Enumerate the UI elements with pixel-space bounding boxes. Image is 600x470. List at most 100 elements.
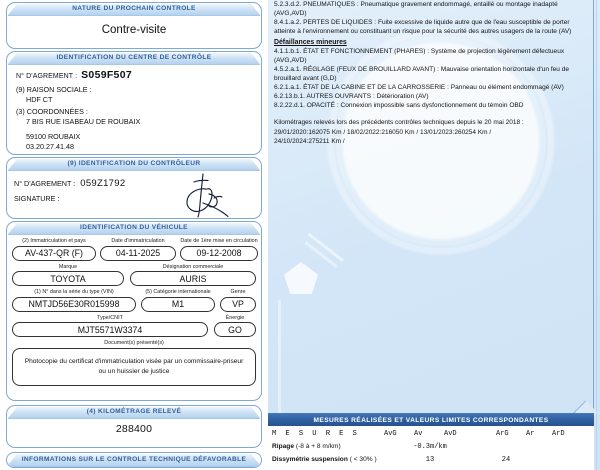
vehicule-row-marque: Marque TOYOTA Désignation commerciale AU…: [12, 264, 256, 287]
field-marque: Marque TOYOTA: [12, 264, 124, 287]
field-marque-label: Marque: [58, 263, 78, 270]
mesures-row-ripage-unit: (-8 à + 8 m/km): [295, 443, 341, 450]
mesures-row-dissymetrie: Dissymétrie suspension ( < 30% ) 13 24: [272, 456, 594, 464]
vehicule-row-vin: (1) N° dans la série du type (VIN) NMTJD…: [12, 289, 256, 312]
defect-minor-3: 6.2.13.b.1. AUTRES OUVRANTS : Détériorat…: [274, 93, 429, 101]
controleur-signature-label: SIGNATURE :: [14, 194, 60, 203]
mesures-col-ar: Ar: [526, 430, 535, 438]
field-vin: (1) N° dans la série du type (VIN) NMTJD…: [12, 289, 136, 312]
panel-header-controleur: (9) IDENTIFICATION DU CONTRÔLEUR: [8, 159, 260, 171]
notch-right-icon: [251, 159, 260, 170]
controleur-signature-image: [173, 171, 239, 221]
mesures-row-ripage-name: Ripage: [272, 443, 294, 450]
defect-major-2: 8.4.1.a.2. PERTES DE LIQUIDES : Fuite ex…: [274, 18, 572, 35]
notch-right-icon: [251, 407, 260, 418]
panel-nature-prochain-controle: NATURE DU PROCHAIN CONTROLE Contre-visit…: [6, 2, 262, 49]
panel-controleur: (9) IDENTIFICATION DU CONTRÔLEUR N° D'AG…: [6, 157, 262, 219]
defect-minor-1: 4.5.2.a.1. RÉGLAGE (FEUX DE BROUILLARD A…: [274, 66, 570, 83]
kilometrage-releve-value: 288400: [115, 423, 153, 435]
field-genre-value: VP: [220, 296, 256, 312]
field-documents-value: Photocopie du certificat d'immatriculati…: [12, 347, 256, 386]
mesures-row-dissymetrie-unit: ( < 30% ): [349, 456, 377, 463]
centre-code-postal-ville: 59100 ROUBAIX: [26, 132, 81, 141]
right-border-line-outer: [596, 0, 597, 470]
notch-left-icon: [8, 53, 17, 64]
field-documents-label: Document(s) présenté(s): [104, 340, 164, 347]
field-categorie-label: (5) Catégorie internationale: [145, 289, 211, 296]
field-immatriculation-label: (2) Immatriculation et pays: [22, 238, 86, 244]
field-date-immatriculation: Date d'immatriculation 04-11-2025: [100, 238, 176, 261]
mesures-row-dissymetrie-label: Dissymétrie suspension ( < 30% ): [272, 456, 384, 463]
mesures-col-mesures: M E S U R E S: [272, 430, 360, 438]
panel-body-kilometrage: 288400: [7, 419, 261, 439]
kilometrage-history-block: Kilométrages relevés lors des précédents…: [274, 118, 586, 146]
field-immatriculation: (2) Immatriculation et pays AV-437-QR (F…: [12, 238, 96, 261]
panel-informations-defavorable: INFORMATIONS SUR LE CONTROLE TECHNIQUE D…: [6, 452, 262, 468]
field-date-immatriculation-label: Date d'immatriculation: [111, 238, 165, 244]
notch-left-icon: [8, 4, 17, 15]
centre-raison-sociale-value: HDF CT: [26, 95, 53, 104]
kilometrage-history-line2: 24/10/2024:275211 Km /: [274, 137, 345, 145]
mesures-header-label: MESURES RÉALISÉES ET VALEURS LIMITES COR…: [313, 416, 549, 424]
notch-right-icon: [251, 4, 260, 15]
nature-prochain-controle-value: Contre-visite: [101, 24, 167, 36]
field-type-cnit-value: MJT5571W3374: [12, 322, 208, 338]
field-date-immatriculation-value: 04-11-2025: [100, 245, 176, 261]
panel-header-controleur-label: (9) IDENTIFICATION DU CONTRÔLEUR: [67, 160, 201, 168]
mesures-col-av: Av: [414, 430, 423, 438]
panel-header-informations: INFORMATIONS SUR LE CONTROLE TECHNIQUE D…: [8, 454, 260, 467]
panel-vehicule: IDENTIFICATION DU VÉHICULE (2) Immatricu…: [6, 221, 262, 401]
right-column: croisement n'est pas dans les limites pr…: [268, 0, 600, 470]
field-categorie-value: M1: [141, 296, 215, 312]
defect-major-1: 5.2.3.d.2. PNEUMATIQUES : Pneumatique gr…: [274, 0, 558, 17]
centre-telephone: 03.20.27.41.48: [26, 141, 74, 151]
notch-left-icon: [8, 159, 17, 170]
defect-minor-0: 4.1.1.b.1. ÉTAT ET FONCTIONNEMENT (PHARE…: [274, 48, 565, 65]
controleur-agrement-label: N° D'AGREMENT :: [14, 179, 76, 188]
mesures-col-ard: ArD: [552, 430, 565, 438]
panel-body-nature: Contre-visite: [7, 16, 261, 40]
defects-text-block: croisement n'est pas dans les limites pr…: [270, 0, 592, 146]
panel-header-kilometrage: (4) KILOMÉTRAGE RELEVÉ: [8, 407, 260, 419]
panel-body-vehicule: (2) Immatriculation et pays AV-437-QR (F…: [7, 235, 261, 390]
field-designation-value: AURIS: [130, 271, 256, 287]
field-vin-value: NMTJD56E30R015998: [12, 296, 136, 312]
mesures-block: MESURES RÉALISÉES ET VALEURS LIMITES COR…: [268, 413, 594, 470]
defect-minor-2: 6.2.1.a.1. ÉTAT DE LA CABINE ET DE LA CA…: [274, 84, 564, 92]
panel-header-informations-label: INFORMATIONS SUR LE CONTROLE TECHNIQUE D…: [21, 455, 247, 463]
panel-header-nature-label: NATURE DU PROCHAIN CONTROLE: [72, 5, 196, 13]
notch-left-icon: [8, 454, 17, 465]
field-vin-label: (1) N° dans la série du type (VIN): [34, 289, 114, 296]
mesures-column-headers: M E S U R E S AvG Av AvD ArG Ar ArD: [272, 430, 594, 438]
field-immatriculation-value: AV-437-QR (F): [12, 245, 96, 261]
mesures-col-arg: ArG: [496, 430, 509, 438]
field-categorie: (5) Catégorie internationale M1: [141, 289, 215, 312]
panel-body-centre: N° D'AGREMENT : S059F507 (9) RAISON SOCI…: [7, 65, 261, 155]
notch-right-icon: [251, 53, 260, 64]
mesures-row-dissymetrie-av-value: 13: [425, 456, 435, 464]
mesures-header: MESURES RÉALISÉES ET VALEURS LIMITES COR…: [268, 414, 594, 426]
kilometrage-history-line1: 29/01/2020:162075 Km / 18/02/2022:216050…: [274, 128, 492, 136]
centre-raison-sociale-label: (9) RAISON SOCIALE :: [16, 85, 92, 94]
field-energie-value: GO: [214, 322, 256, 338]
panel-body-controleur: N° D'AGREMENT : 059Z1792 SIGNATURE :: [7, 171, 261, 218]
field-genre-label: Genre: [230, 289, 246, 296]
vehicule-row-immatriculation: (2) Immatriculation et pays AV-437-QR (F…: [12, 238, 258, 261]
vehicule-row-documents: Document(s) présenté(s) Photocopie du ce…: [12, 340, 256, 386]
mesures-row-dissymetrie-ar-value: 24: [501, 456, 511, 464]
mesures-row-ripage: Ripage (-8 à + 8 m/km) -0.3m/km: [272, 443, 594, 451]
centre-coordonnees-label: (3) COORDONNÉES :: [16, 107, 88, 116]
field-date-mise-circulation-label: Date de 1ère mise en circulation: [180, 238, 258, 244]
field-designation: Désignation commerciale AURIS: [130, 264, 256, 287]
field-energie-label: Énergie: [225, 314, 245, 321]
watermark-line-icon: [278, 300, 281, 440]
mesures-table: M E S U R E S AvG Av AvD ArG Ar ArD Ripa…: [268, 426, 594, 464]
controleur-agrement-row: N° D'AGREMENT : 059Z1792: [14, 178, 254, 189]
defect-minor-4: 8.2.22.d.1. OPACITÉ : Connexion impossib…: [274, 102, 524, 110]
left-column: NATURE DU PROCHAIN CONTROLE Contre-visit…: [0, 0, 268, 470]
field-energie: Énergie GO: [214, 315, 256, 338]
panel-header-kilometrage-label: (4) KILOMÉTRAGE RELEVÉ: [86, 408, 182, 416]
kilometrage-history-intro: Kilométrages relevés lors des précédents…: [274, 119, 524, 127]
panel-header-centre: IDENTIFICATION DU CENTRE DE CONTRÔLE: [8, 53, 260, 65]
